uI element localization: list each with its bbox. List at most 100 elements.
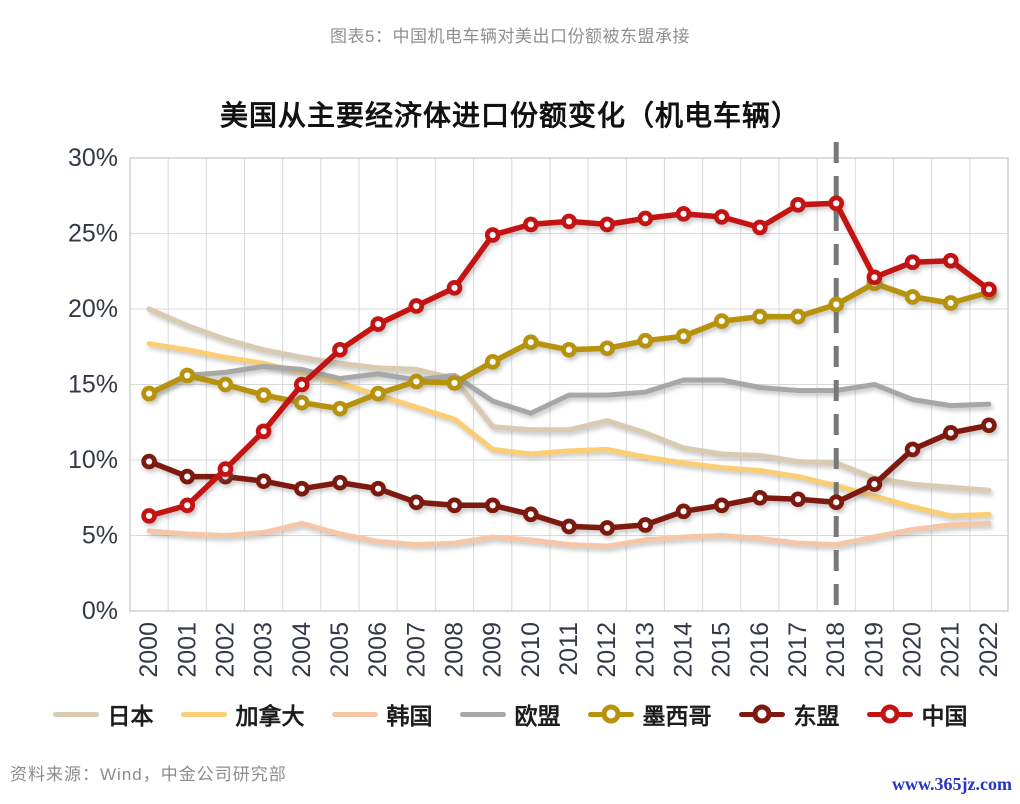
legend-label-eu: 欧盟 xyxy=(514,703,561,729)
legend-item-korea: 韩国 xyxy=(331,697,433,731)
series-marker-hole-china xyxy=(718,213,725,220)
series-marker-hole-asean xyxy=(184,473,191,480)
series-marker-hole-asean xyxy=(298,485,305,492)
legend-item-mexico: 墨西哥 xyxy=(587,697,712,731)
series-marker-hole-china xyxy=(604,221,611,228)
y-tick-label: 10% xyxy=(68,446,118,474)
series-marker-hole-china xyxy=(565,218,573,225)
x-tick-label: 2012 xyxy=(593,622,621,678)
series-marker-hole-asean xyxy=(145,458,153,465)
series-line-japan xyxy=(146,306,992,493)
chart-canvas: 0%5%10%15%20%25%30%2000 2001 2002 2003 2004 2… xyxy=(68,142,1009,678)
legend-item-asean: 东盟 xyxy=(738,697,840,731)
series-marker-hole-mexico xyxy=(413,378,420,385)
legend-label-japan: 日本 xyxy=(107,703,154,729)
legend-label-mexico: 墨西哥 xyxy=(642,703,712,729)
series-marker-hole-china xyxy=(260,428,267,435)
series-marker-hole-mexico xyxy=(451,379,458,387)
x-tick-label: 2015 xyxy=(708,622,736,678)
x-tick-label: 2020 xyxy=(899,622,927,678)
legend-swatch-mexico xyxy=(587,704,634,724)
x-tick-label: 2011 xyxy=(555,622,583,676)
series-marker-hole-china xyxy=(298,381,305,388)
series-marker-hole-asean xyxy=(909,446,916,453)
series-marker-hole-asean xyxy=(718,502,725,509)
x-tick-label: 2003 xyxy=(250,622,278,678)
legend-marker-mexico xyxy=(601,704,620,724)
series-marker-hole-china xyxy=(756,224,763,231)
series-line-asean xyxy=(146,422,992,531)
series-marker-hole-mexico xyxy=(947,299,954,307)
x-tick-label: 2001 xyxy=(173,622,201,678)
x-tick-label: 2014 xyxy=(670,622,698,678)
x-tick-label: 2005 xyxy=(326,622,354,678)
series-korea xyxy=(146,520,992,549)
series-marker-hole-china xyxy=(489,231,496,239)
x-tick-label: 2000 xyxy=(135,622,163,678)
series-marker-hole-mexico xyxy=(680,333,687,340)
series-marker-hole-asean xyxy=(451,502,458,509)
series-marker-hole-mexico xyxy=(336,405,344,412)
series-line-china xyxy=(146,200,992,519)
series-marker-hole-mexico xyxy=(909,293,916,301)
series-marker-hole-china xyxy=(336,346,344,353)
legend-item-japan: 日本 xyxy=(52,697,154,731)
series-marker-hole-china xyxy=(375,321,382,328)
x-tick-label: 2017 xyxy=(784,622,812,678)
series-marker-hole-china xyxy=(527,221,534,228)
y-tick-label: 0% xyxy=(82,597,118,625)
series-japan xyxy=(146,306,992,493)
series-marker-hole-china xyxy=(184,502,191,509)
series-marker-hole-china xyxy=(451,284,458,291)
legend-swatch-japan xyxy=(52,711,99,717)
chart-title: 美国从主要经济体进口份额变化（机电车辆） xyxy=(219,100,800,131)
legend-swatch-canada xyxy=(180,711,227,717)
series-marker-hole-china xyxy=(413,302,420,310)
series-marker-hole-mexico xyxy=(489,358,496,365)
x-tick-label: 2019 xyxy=(860,622,888,678)
legend-swatch-china xyxy=(866,704,913,724)
chart-legend: 日本 加拿大 韩国 欧盟 墨西哥 东盟 中国 xyxy=(0,697,1020,731)
series-marker-hole-china xyxy=(947,257,954,264)
series-marker-hole-asean xyxy=(604,524,611,532)
watermark-link[interactable]: www.365jz.com xyxy=(892,774,1012,794)
y-tick-label: 5% xyxy=(82,522,118,550)
series-line-eu xyxy=(146,363,992,416)
series-marker-hole-mexico xyxy=(222,381,229,388)
source-note: 资料来源：Wind，中金公司研究部 xyxy=(10,765,287,784)
series-marker-hole-china xyxy=(833,200,840,207)
series-marker-hole-mexico xyxy=(145,390,153,397)
x-tick-label: 2002 xyxy=(211,622,239,678)
x-tick-label: 2009 xyxy=(479,622,507,678)
series-marker-hole-china xyxy=(794,201,802,208)
series-marker-hole-asean xyxy=(871,481,878,488)
legend-label-china: 中国 xyxy=(921,703,968,729)
series-marker-hole-asean xyxy=(527,511,534,518)
series-marker-hole-asean xyxy=(680,508,687,515)
x-tick-label: 2021 xyxy=(937,622,965,678)
series-marker-hole-asean xyxy=(947,429,954,436)
series-marker-hole-china xyxy=(909,259,916,266)
series-line-korea xyxy=(146,520,992,549)
series-marker-hole-china xyxy=(642,215,649,222)
legend-label-canada: 加拿大 xyxy=(235,703,305,729)
series-marker-hole-mexico xyxy=(642,337,649,344)
x-tick-label: 2010 xyxy=(517,622,545,678)
series-marker-hole-mexico xyxy=(565,346,573,353)
y-tick-label: 30% xyxy=(68,144,118,172)
series-marker-hole-mexico xyxy=(794,313,802,320)
x-tick-label: 2013 xyxy=(631,622,659,678)
figure-caption: 图表5：中国机电车辆对美出口份额被东盟承接 xyxy=(330,27,690,46)
series-marker-hole-mexico xyxy=(527,339,534,346)
x-tick-label: 2007 xyxy=(402,622,430,678)
y-tick-label: 25% xyxy=(68,220,118,248)
series-marker-hole-china xyxy=(145,512,153,519)
series-marker-hole-asean xyxy=(756,494,763,501)
x-tick-label: 2018 xyxy=(822,622,850,678)
series-marker-hole-mexico xyxy=(718,317,725,325)
series-marker-hole-asean xyxy=(833,499,840,506)
legend-item-canada: 加拿大 xyxy=(180,697,305,731)
series-marker-hole-mexico xyxy=(375,390,382,397)
legend-item-eu: 欧盟 xyxy=(459,697,561,731)
